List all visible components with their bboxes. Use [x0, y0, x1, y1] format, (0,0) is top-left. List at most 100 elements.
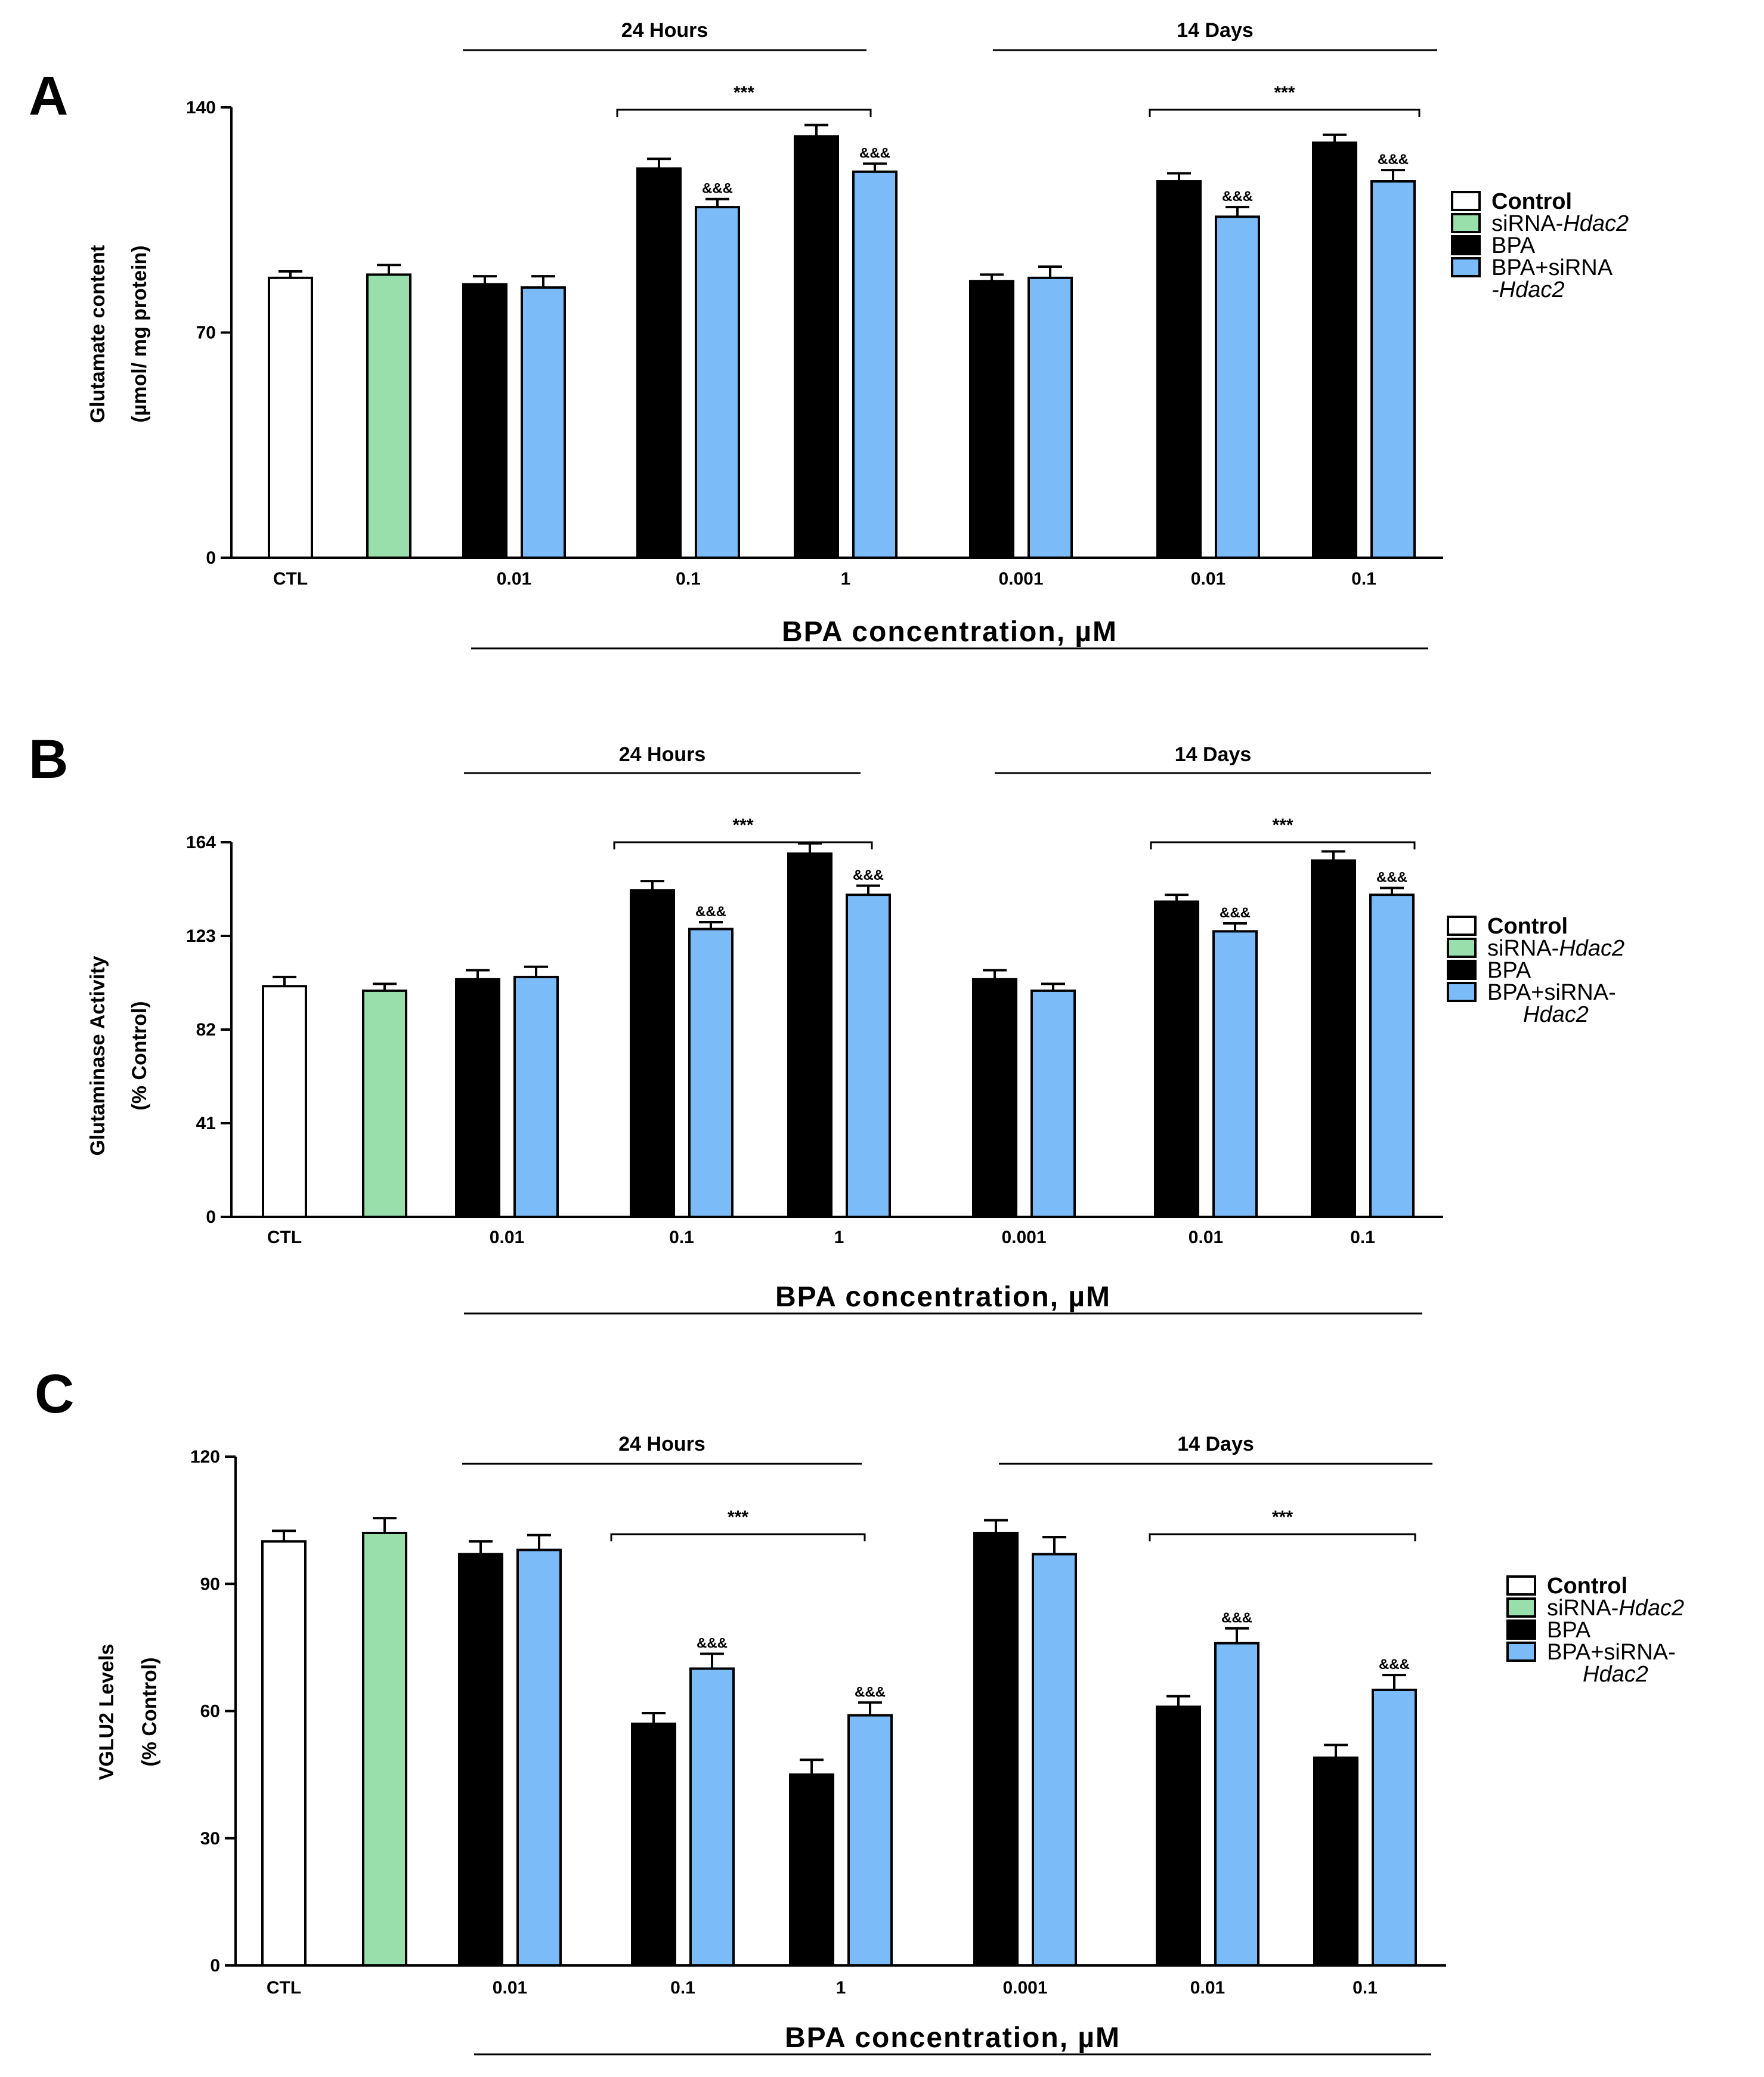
significance-bracket — [1149, 109, 1421, 117]
bar-mark: &&& — [1376, 870, 1407, 886]
y-axis-label: Glutaminase Activity (% Control) — [86, 956, 151, 1155]
legend-swatch — [1451, 191, 1481, 211]
legend-entry-line: Hdac2 — [1523, 1002, 1589, 1027]
legend-swatch — [1506, 1597, 1536, 1618]
legend-entry: siRNA-Hdac2 — [1547, 1596, 1684, 1621]
category-label: CTL — [267, 1978, 301, 1998]
bar-mark: &&& — [853, 867, 884, 883]
y-tick-label: 140 — [186, 98, 216, 118]
category-label: 0.001 — [1002, 1978, 1047, 1998]
legend-entry: BPA+siRNA-Hdac2 — [1487, 980, 1616, 1027]
bar — [1154, 900, 1199, 1219]
legend-swatch — [1451, 235, 1481, 255]
bar-mark: &&& — [859, 145, 890, 161]
legend-entry-line: BPA — [1547, 1618, 1591, 1643]
legend-entry: BPA — [1547, 1618, 1591, 1643]
y-tick-label: 30 — [200, 1829, 220, 1849]
bar — [1032, 1553, 1077, 1967]
significance-label: *** — [1272, 1507, 1293, 1527]
significance-label: *** — [1274, 83, 1295, 103]
legend-swatch — [1447, 960, 1477, 980]
legend-entry: Control — [1487, 914, 1568, 939]
legend-entry-line: siRNA- — [1491, 211, 1563, 236]
bar — [513, 975, 559, 1219]
x-axis-label: BPA concentration, µM — [782, 616, 1118, 648]
legend-swatch — [1506, 1575, 1536, 1596]
category-label: 0.1 — [669, 1228, 694, 1247]
bar-mark: &&& — [1220, 905, 1251, 921]
category-label: 0.1 — [1351, 569, 1376, 589]
legend-swatch — [1451, 213, 1481, 233]
y-tick-label: 60 — [200, 1702, 220, 1721]
bar — [1156, 1705, 1201, 1967]
bar — [1215, 215, 1260, 560]
bar — [789, 1773, 834, 1967]
significance-label: *** — [734, 83, 754, 103]
legend-swatch — [1506, 1619, 1536, 1640]
group-label: 24 Hours — [619, 743, 706, 766]
legend-swatch — [1447, 938, 1477, 958]
bar — [847, 1714, 893, 1967]
bar — [972, 978, 1017, 1218]
bar-mark: &&& — [1222, 188, 1253, 205]
bar — [1212, 930, 1258, 1218]
bar-mark: &&& — [1378, 152, 1409, 168]
bar — [688, 928, 734, 1218]
significance-bracket — [1150, 841, 1416, 849]
legend-entry-line: BPA+siRNA- — [1547, 1640, 1676, 1665]
bar — [852, 170, 898, 560]
y-axis-label-line: (% Control) — [138, 1657, 161, 1766]
y-axis-label-line: Glutaminase Activity — [86, 956, 109, 1155]
legend-entry-line: Hdac2 — [1618, 1596, 1684, 1621]
panel-a: A 24 Hours 14 Days *** *** 0 70 140 Glutamate co… — [29, 19, 1629, 650]
category-label: 0.001 — [998, 569, 1043, 589]
y-tick-label: 0 — [206, 1207, 216, 1227]
bar — [1312, 141, 1357, 560]
legend-entry-line: siRNA- — [1547, 1596, 1618, 1621]
legend-swatch — [1447, 916, 1477, 936]
bar — [366, 273, 411, 559]
bar — [261, 1540, 307, 1967]
category-label: 0.01 — [1189, 1228, 1223, 1247]
legend-entry: BPA — [1491, 233, 1536, 258]
bar — [1030, 989, 1076, 1219]
bar — [1028, 276, 1073, 559]
y-tick-label: 41 — [196, 1114, 216, 1133]
bar — [973, 1531, 1019, 1967]
legend-entry-line: Hdac2 — [1583, 1662, 1648, 1687]
x-axis-label: BPA concentration, µM — [775, 1281, 1111, 1313]
category-label: 0.01 — [490, 1228, 524, 1247]
bar — [516, 1549, 562, 1967]
bar — [268, 276, 313, 559]
significance-label: *** — [732, 815, 753, 835]
y-tick-label: 70 — [196, 323, 216, 343]
y-tick-label: 120 — [190, 1447, 220, 1467]
bar — [969, 280, 1014, 559]
legend-entry: BPA+siRNA-Hdac2 — [1491, 255, 1613, 302]
legend-entry: Control — [1547, 1574, 1627, 1599]
legend-entry-line: BPA — [1491, 233, 1536, 258]
y-tick-label: 0 — [206, 548, 216, 568]
bar — [1369, 894, 1415, 1218]
legend-entry: BPA — [1487, 958, 1531, 983]
bar — [631, 1722, 676, 1967]
legend-swatch — [1447, 982, 1477, 1002]
significance-label: *** — [728, 1507, 748, 1527]
significance-label: *** — [1272, 815, 1293, 835]
y-axis-label: VGLU2 Levels (% Control) — [95, 1644, 161, 1781]
bar — [455, 978, 500, 1218]
panel-b: B 24 Hours 14 Days *** *** 0 41 82 123 164 Glutami… — [29, 729, 1624, 1315]
legend-swatch — [1506, 1642, 1536, 1662]
bar — [262, 985, 307, 1218]
bar — [1214, 1642, 1259, 1967]
category-label: 0.1 — [1350, 1228, 1375, 1247]
legend-entry-line: Control — [1491, 189, 1572, 214]
legend-entry: BPA+siRNA-Hdac2 — [1547, 1640, 1676, 1687]
legend-entry-line: BPA+siRNA — [1491, 255, 1613, 280]
bar-mark: &&& — [1221, 1610, 1252, 1626]
panel-c: C 24 Hours 14 Days *** *** 0 30 60 90 120 VGLU2 Le… — [35, 1364, 1684, 2056]
bar — [462, 283, 507, 559]
bar — [521, 286, 566, 559]
category-label: 0.01 — [1191, 569, 1225, 589]
bar-mark: &&& — [695, 904, 726, 920]
